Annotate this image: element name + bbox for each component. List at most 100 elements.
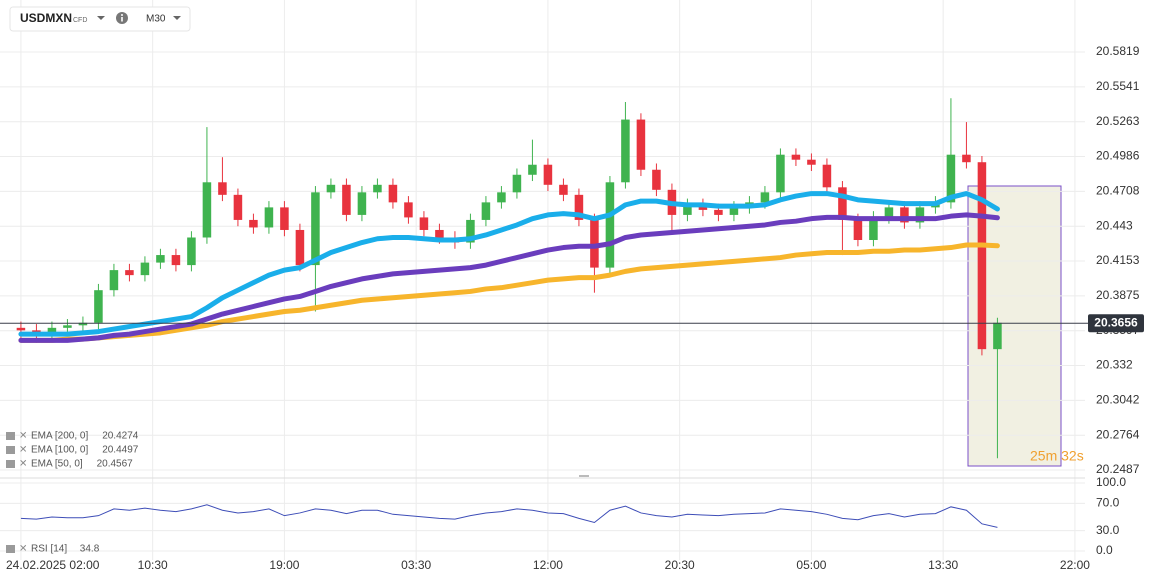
candle-body: [125, 270, 134, 276]
candle-body: [946, 154, 956, 203]
candle-body: [621, 119, 630, 183]
y-tick-label: 20.332: [1096, 358, 1133, 372]
rsi-tick-label: 100.0: [1096, 475, 1126, 489]
candle-body: [605, 182, 615, 268]
candle-body: [311, 192, 320, 266]
candle-body: [187, 237, 196, 266]
rsi-tick-label: 0.0: [1096, 543, 1113, 557]
candle-body: [419, 217, 429, 230]
legend-name: EMA [200, 0]: [31, 431, 88, 442]
legend-value: 20.4497: [102, 445, 139, 456]
legend-close: ✕: [19, 445, 27, 456]
legend-name: EMA [100, 0]: [31, 445, 88, 456]
x-tick-label: 03:30: [401, 558, 431, 572]
candle-body: [993, 322, 1002, 350]
x-tick-label: 13:30: [928, 558, 958, 572]
instrument-kind: CFD: [73, 17, 87, 24]
candle-body: [357, 192, 367, 215]
candle-body: [729, 207, 739, 215]
legend-close: ✕: [19, 459, 27, 470]
candle-body: [543, 164, 553, 185]
ema-line: [18, 191, 1000, 337]
candle-body: [218, 182, 227, 195]
y-tick-label: 20.3042: [1096, 393, 1140, 407]
candle-body: [915, 207, 925, 223]
candle-body: [373, 184, 382, 193]
candle-body: [574, 194, 584, 220]
x-tick-label: 10:30: [138, 558, 168, 572]
candle-body: [838, 187, 847, 220]
candle-body: [156, 255, 165, 263]
timeframe[interactable]: M30: [146, 14, 166, 25]
timeframe-dropdown[interactable]: [173, 16, 181, 20]
candle-body: [342, 184, 351, 215]
candle-body: [78, 322, 88, 326]
candle-body: [869, 217, 878, 241]
candle-body: [776, 154, 785, 193]
y-tick-label: 20.2764: [1096, 427, 1140, 441]
candle-body: [140, 262, 150, 276]
candle-body: [202, 182, 212, 238]
candle-body: [388, 184, 398, 203]
candle-body: [404, 202, 413, 218]
candle-body: [884, 207, 894, 218]
y-tick-label: 20.3875: [1096, 288, 1140, 302]
y-tick-label: 20.4708: [1096, 183, 1140, 197]
legend-value: 34.8: [80, 544, 100, 555]
x-tick-label: 19:00: [269, 558, 299, 572]
last-price-box: [1088, 314, 1144, 333]
candle-body: [171, 255, 181, 266]
x-tick-label: 20:30: [665, 558, 695, 572]
candle-body: [822, 164, 832, 188]
candle-body: [94, 290, 103, 323]
panel-handle[interactable]: [579, 475, 589, 477]
legend-name: RSI [14]: [31, 544, 67, 555]
candle-body: [295, 229, 305, 266]
candle-body: [853, 219, 863, 241]
candle-body: [109, 270, 119, 291]
candle-body: [47, 327, 57, 333]
symbol-dropdown[interactable]: [97, 16, 105, 20]
y-tick-label: 20.5541: [1096, 79, 1140, 93]
x-tick-label: 12:00: [533, 558, 563, 572]
candle-body: [698, 204, 708, 210]
candle-body: [280, 207, 289, 230]
countdown: 25m 32s: [1030, 448, 1084, 464]
symbol[interactable]: USDMXN: [20, 11, 72, 25]
legend-name: EMA [50, 0]: [31, 459, 83, 470]
candle-body: [760, 192, 770, 203]
ema-line: [18, 242, 1000, 343]
candle-body: [714, 209, 723, 215]
legend-icon: [6, 460, 15, 468]
candle-body: [466, 219, 475, 243]
y-tick-label: 20.4986: [1096, 149, 1140, 163]
candle-body: [512, 174, 522, 193]
candle-body: [807, 159, 816, 165]
rsi-line: [20, 504, 998, 528]
legend-icon: [6, 432, 15, 440]
y-tick-label: 20.5263: [1096, 114, 1140, 128]
legend-value: 20.4274: [102, 431, 139, 442]
candle-body: [63, 325, 72, 328]
ema-line: [18, 212, 1000, 343]
candle-body: [16, 327, 26, 331]
candle-body: [32, 330, 41, 333]
x-tick-label: 22:00: [1060, 558, 1090, 572]
candle-body: [791, 154, 801, 160]
legend-value: 20.4567: [97, 459, 134, 470]
candle-body: [233, 194, 243, 220]
candle-body: [326, 184, 336, 193]
x-tick-label: 05:00: [796, 558, 826, 572]
rsi-tick-label: 30.0: [1096, 523, 1120, 537]
y-tick-label: 20.443: [1096, 218, 1133, 232]
candle-body: [528, 164, 537, 175]
candle-body: [683, 204, 692, 215]
x-tick-label: 24.02.2025 02:00: [6, 558, 100, 572]
candle-body: [636, 119, 646, 170]
rsi-tick-label: 70.0: [1096, 496, 1120, 510]
legend-close: ✕: [19, 431, 27, 442]
candle-body: [481, 202, 491, 220]
candle-body: [559, 184, 568, 195]
candle-body: [249, 219, 258, 228]
